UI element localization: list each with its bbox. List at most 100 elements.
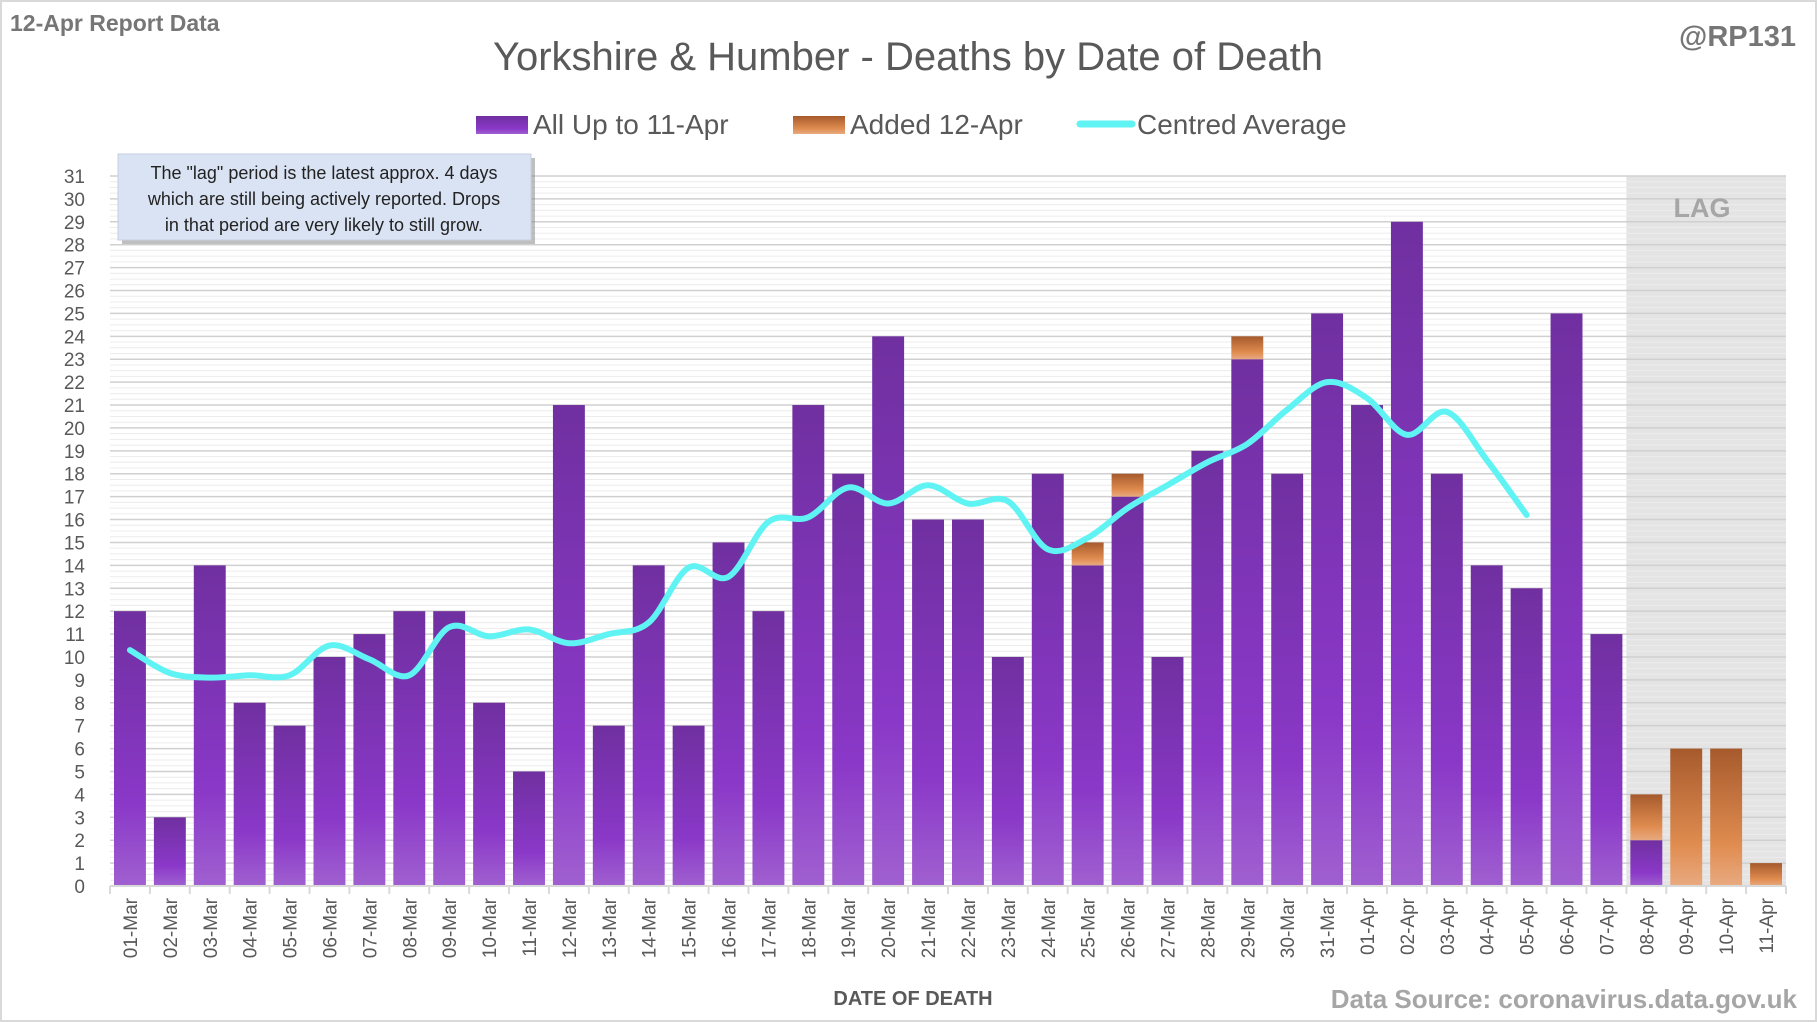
x-tick-label: 11-Apr [1757,897,1778,953]
y-tick-label: 25 [64,304,85,325]
bar-all-19-Mar [832,473,865,886]
legend-swatch-added [793,116,845,134]
y-tick-label: 3 [74,808,85,829]
y-tick-label: 12 [64,602,85,623]
report-label: 12-Apr Report Data [10,10,220,36]
bar-all-13-Mar [592,725,625,886]
x-tick-label: 12-Mar [560,897,581,958]
y-tick-label: 28 [64,236,85,257]
x-tick-label: 01-Apr [1358,897,1379,955]
y-tick-label: 24 [64,327,86,348]
legend-label-average: Centred Average [1137,109,1347,140]
x-tick-label: 15-Mar [680,897,701,958]
x-tick-label: 11-Mar [520,897,541,956]
centred-average-line [126,378,1530,681]
bar-all-17-Mar [752,611,785,886]
x-tick-label: 03-Mar [201,897,222,958]
lag-note: The "lag" period is the latest approx. 4… [117,153,535,244]
bar-added-09-Apr [1670,748,1703,886]
y-tick-label: 29 [64,213,85,234]
x-tick-label: 18-Mar [799,897,820,958]
bar-all-08-Apr [1630,840,1663,886]
y-tick-label: 20 [64,419,85,440]
bar-all-15-Mar [672,725,705,886]
bar-all-04-Apr [1470,565,1503,886]
lag-label: LAG [1674,193,1731,223]
x-tick-label: 24-Mar [1039,897,1060,958]
y-tick-label: 11 [65,625,85,646]
chart-title: Yorkshire & Humber - Deaths by Date of D… [493,35,1323,79]
bar-all-25-Mar [1071,565,1104,886]
legend: All Up to 11-Apr Added 12-Apr Centred Av… [476,109,1347,140]
y-tick-label: 4 [74,785,85,806]
legend-label-added: Added 12-Apr [850,109,1023,140]
bar-added-08-Apr [1630,794,1663,841]
bar-all-26-Mar [1111,496,1144,886]
y-tick-label: 6 [74,740,85,761]
bar-all-06-Apr [1550,313,1583,887]
x-tick-label: 22-Mar [959,897,980,958]
x-tick-label: 02-Apr [1398,897,1419,955]
bar-all-08-Mar [393,611,426,886]
x-tick-label: 27-Mar [1158,897,1179,958]
note-line-2: which are still being actively reported.… [147,189,500,209]
y-tick-label: 2 [74,831,85,852]
x-tick-label: 17-Mar [759,897,780,958]
x-tick-label: 04-Mar [241,897,262,958]
x-tick-label: 10-Mar [480,897,501,958]
y-tick-label: 8 [74,694,85,715]
y-tick-label: 19 [64,442,85,463]
x-tick-label: 06-Mar [320,897,341,958]
bar-all-01-Apr [1351,405,1383,886]
y-tick-label: 18 [64,465,85,486]
y-tick-label: 17 [64,488,85,509]
x-tick-label: 09-Apr [1677,897,1698,955]
bar-all-22-Mar [951,519,984,886]
x-tick-label: 05-Mar [281,897,302,958]
x-tick-label: 07-Mar [360,897,381,958]
note-line-3: in that period are very likely to still … [165,215,483,235]
bar-all-06-Mar [313,656,346,886]
x-tick-label: 31-Mar [1318,897,1339,958]
note-line-1: The "lag" period is the latest approx. 4… [151,163,498,183]
y-tick-label: 15 [64,533,85,554]
x-tick-label: 14-Mar [640,897,661,958]
bar-all-31-Mar [1311,313,1344,887]
x-tick-label: 01-Mar [121,897,142,958]
x-tick-label: 08-Mar [400,897,421,958]
bar-all-10-Mar [473,702,506,886]
x-tick-label: 03-Apr [1438,897,1459,955]
y-tick-label: 22 [64,373,85,394]
x-tick-label: 13-Mar [600,897,621,958]
y-tick-label: 0 [74,877,85,898]
bar-all-30-Mar [1271,473,1304,886]
bar-added-25-Mar [1071,542,1104,566]
bar-all-09-Mar [433,611,466,886]
bar-all-02-Mar [153,817,186,886]
bar-all-05-Apr [1510,588,1543,886]
y-tick-label: 23 [64,350,85,371]
bar-all-16-Mar [712,542,745,886]
x-tick-label: 20-Mar [879,897,900,958]
y-tick-label: 26 [64,282,85,303]
legend-label-all: All Up to 11-Apr [533,109,729,140]
x-tick-label: 26-Mar [1119,897,1140,958]
bar-all-03-Apr [1430,473,1463,886]
x-tick-label: 30-Mar [1278,897,1299,958]
x-tick-label: 10-Apr [1717,897,1738,955]
y-tick-label: 10 [64,648,85,669]
bar-all-23-Mar [991,656,1024,886]
x-tick-label: 21-Mar [919,897,940,958]
x-tick-label: 09-Mar [440,897,461,958]
x-tick-label: 29-Mar [1238,897,1259,958]
y-tick-label: 9 [74,671,85,692]
y-tick-label: 7 [74,717,85,738]
y-tick-label: 5 [74,762,85,783]
x-tick-label: 04-Apr [1478,897,1499,955]
bar-all-21-Mar [912,519,945,886]
bar-added-26-Mar [1111,473,1144,497]
bar-all-04-Mar [233,702,266,886]
bar-all-07-Apr [1590,634,1623,886]
bar-all-02-Apr [1390,221,1423,886]
